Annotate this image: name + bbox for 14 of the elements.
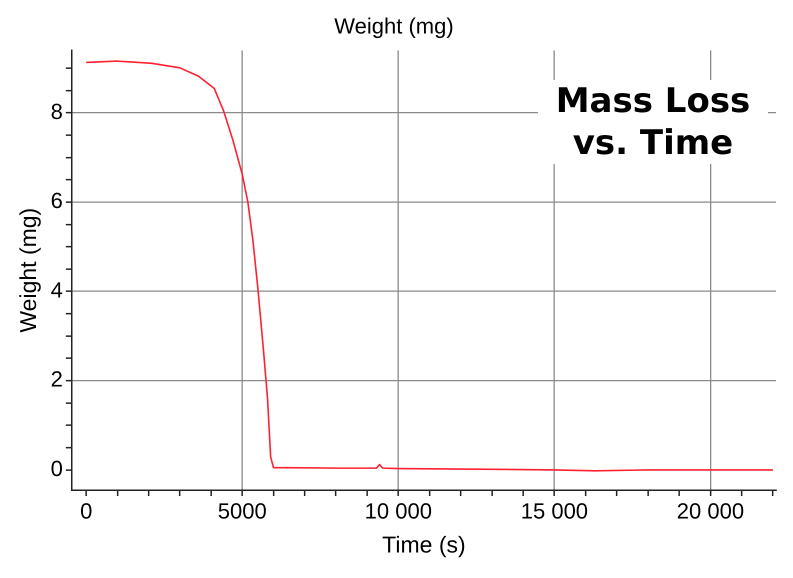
x-tick-label: 0 xyxy=(80,498,92,524)
x-tick-label: 10 000 xyxy=(364,498,432,524)
annotation: Mass Loss vs. Time xyxy=(538,80,768,164)
y-tick-label: 8 xyxy=(50,98,63,124)
y-axis-title: Weight (mg) xyxy=(15,208,42,333)
chart-title: Weight (mg) xyxy=(334,13,454,38)
y-tick-label: 6 xyxy=(50,188,63,214)
y-tick-label: 2 xyxy=(50,366,63,392)
x-tick-label: 5000 xyxy=(218,498,267,524)
y-tick-label: 4 xyxy=(50,277,63,302)
x-axis-title: Time (s) xyxy=(382,532,466,558)
y-tick-label: 0 xyxy=(50,456,63,481)
x-tick-label: 20 000 xyxy=(676,498,744,524)
x-tick-label: 15 000 xyxy=(520,498,588,524)
